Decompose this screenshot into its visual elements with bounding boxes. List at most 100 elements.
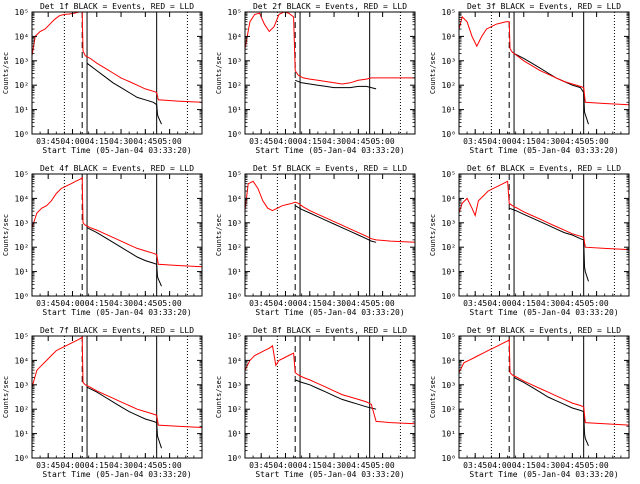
x-axis-label: Start Time (05-Jan-04 03:33:20) <box>469 146 618 155</box>
x-tick-label: 03:45 <box>463 299 487 308</box>
y-axis-label: Counts/sec <box>215 52 223 94</box>
x-tick-label: 04:00 <box>273 137 297 146</box>
series-line-events <box>295 379 377 410</box>
x-tick-label: 03:45 <box>249 299 273 308</box>
y-tick-label: 10⁵ <box>228 8 242 17</box>
y-tick-label: 10⁰ <box>15 454 29 463</box>
panel-det-8: Det 8f BLACK = Events, RED = LLD 10⁰ 10¹ 10… <box>215 326 416 479</box>
x-tick-label: 03:45 <box>249 461 273 470</box>
series-line-events <box>294 205 377 243</box>
series-line-lld <box>244 344 416 425</box>
y-tick-label: 10¹ <box>228 268 242 277</box>
x-tick-label: 04:15 <box>298 137 322 146</box>
series-line-lld <box>458 180 630 251</box>
y-tick-label: 10³ <box>15 381 29 390</box>
y-tick-label: 10² <box>15 243 29 252</box>
plot-frame <box>31 335 203 459</box>
x-tick-label: 04:30 <box>536 137 560 146</box>
y-tick-label: 10² <box>442 405 456 414</box>
x-axis-label: Start Time (05-Jan-04 03:33:20) <box>255 470 404 479</box>
x-tick-label: 04:00 <box>273 299 297 308</box>
x-tick-label: 04:45 <box>560 461 584 470</box>
series-line-events <box>509 207 589 282</box>
x-tick-label: 04:30 <box>109 461 133 470</box>
plot-frame <box>458 335 630 459</box>
y-tick-label: 10² <box>228 243 242 252</box>
x-tick-label: 04:00 <box>273 461 297 470</box>
y-tick-label: 10¹ <box>228 430 242 439</box>
x-axis-label: Start Time (05-Jan-04 03:33:20) <box>42 146 191 155</box>
y-tick-label: 10² <box>15 405 29 414</box>
x-tick-label: 04:15 <box>298 461 322 470</box>
series-line-lld <box>458 338 630 426</box>
series-line-lld <box>244 11 415 85</box>
y-tick-label: 10³ <box>15 57 29 66</box>
x-tick-label: 04:45 <box>346 461 370 470</box>
plot-frame <box>31 11 203 135</box>
x-tick-label: 03:45 <box>463 461 487 470</box>
plot-frame <box>458 173 630 297</box>
x-tick-label: 05:00 <box>158 299 182 308</box>
series-line-lld <box>31 11 203 103</box>
y-tick-label: 10⁴ <box>442 32 456 41</box>
x-tick-label: 04:30 <box>109 137 133 146</box>
x-tick-label: 05:00 <box>585 137 609 146</box>
y-axis-label: Counts/sec <box>2 52 10 94</box>
series-line-events <box>295 79 377 90</box>
y-tick-label: 10¹ <box>15 268 29 277</box>
series-line-events <box>86 386 162 449</box>
series-line-events <box>86 227 162 287</box>
panel-det-4: Det 4f BLACK = Events, RED = LLD 10⁰ 10¹ 10… <box>2 164 203 317</box>
x-tick-label: 04:15 <box>512 299 536 308</box>
x-tick-label: 04:15 <box>85 299 109 308</box>
x-tick-label: 04:00 <box>487 461 511 470</box>
y-tick-label: 10⁰ <box>228 130 242 139</box>
y-tick-label: 10⁴ <box>442 356 456 365</box>
panel-det-9: Det 9f BLACK = Events, RED = LLD 10⁰ 10¹ 10… <box>429 326 630 479</box>
x-tick-label: 05:00 <box>585 461 609 470</box>
x-tick-label: 04:15 <box>85 137 109 146</box>
plot-frame <box>31 173 203 297</box>
y-axis-label: Counts/sec <box>2 376 10 418</box>
x-tick-label: 04:45 <box>346 137 370 146</box>
panel-title: Det 5f BLACK = Events, RED = LLD <box>253 164 407 173</box>
x-tick-label: 04:30 <box>536 299 560 308</box>
x-axis-label: Start Time (05-Jan-04 03:33:20) <box>469 308 618 317</box>
x-tick-label: 04:30 <box>109 299 133 308</box>
x-tick-label: 03:45 <box>36 137 60 146</box>
y-tick-label: 10⁵ <box>442 170 456 179</box>
x-tick-label: 05:00 <box>585 299 609 308</box>
y-tick-label: 10¹ <box>15 430 29 439</box>
y-tick-label: 10³ <box>228 381 242 390</box>
x-tick-label: 04:45 <box>346 299 370 308</box>
x-tick-label: 04:15 <box>85 461 109 470</box>
x-tick-label: 04:45 <box>560 137 584 146</box>
panel-title: Det 3f BLACK = Events, RED = LLD <box>467 2 621 11</box>
y-tick-label: 10³ <box>442 381 456 390</box>
x-tick-label: 03:45 <box>36 461 60 470</box>
x-axis-label: Start Time (05-Jan-04 03:33:20) <box>469 470 618 479</box>
panel-det-2: Det 2f BLACK = Events, RED = LLD 10⁰ 10¹ 10… <box>215 2 416 155</box>
panel-det-1: Det 1f BLACK = Events, RED = LLD 10⁰ 10¹ 10… <box>2 2 203 155</box>
y-tick-label: 10⁰ <box>228 292 242 301</box>
y-tick-label: 10³ <box>228 57 242 66</box>
x-tick-label: 04:15 <box>512 461 536 470</box>
plot-frame <box>458 11 630 135</box>
y-axis-label: Counts/sec <box>2 214 10 256</box>
x-tick-label: 04:00 <box>487 299 511 308</box>
y-tick-label: 10⁵ <box>15 332 29 341</box>
panel-title: Det 9f BLACK = Events, RED = LLD <box>467 326 621 335</box>
series-line-lld <box>31 336 203 428</box>
x-axis-label: Start Time (05-Jan-04 03:33:20) <box>42 308 191 317</box>
y-tick-label: 10⁴ <box>228 194 242 203</box>
panel-title: Det 2f BLACK = Events, RED = LLD <box>253 2 407 11</box>
panel-det-6: Det 6f BLACK = Events, RED = LLD 10⁰ 10¹ 10… <box>429 164 630 317</box>
panel-title: Det 1f BLACK = Events, RED = LLD <box>40 2 194 11</box>
y-tick-label: 10¹ <box>228 106 242 115</box>
panel-title: Det 6f BLACK = Events, RED = LLD <box>467 164 621 173</box>
x-tick-label: 05:00 <box>371 137 395 146</box>
y-tick-label: 10⁵ <box>442 332 456 341</box>
panel-title: Det 8f BLACK = Events, RED = LLD <box>253 326 407 335</box>
